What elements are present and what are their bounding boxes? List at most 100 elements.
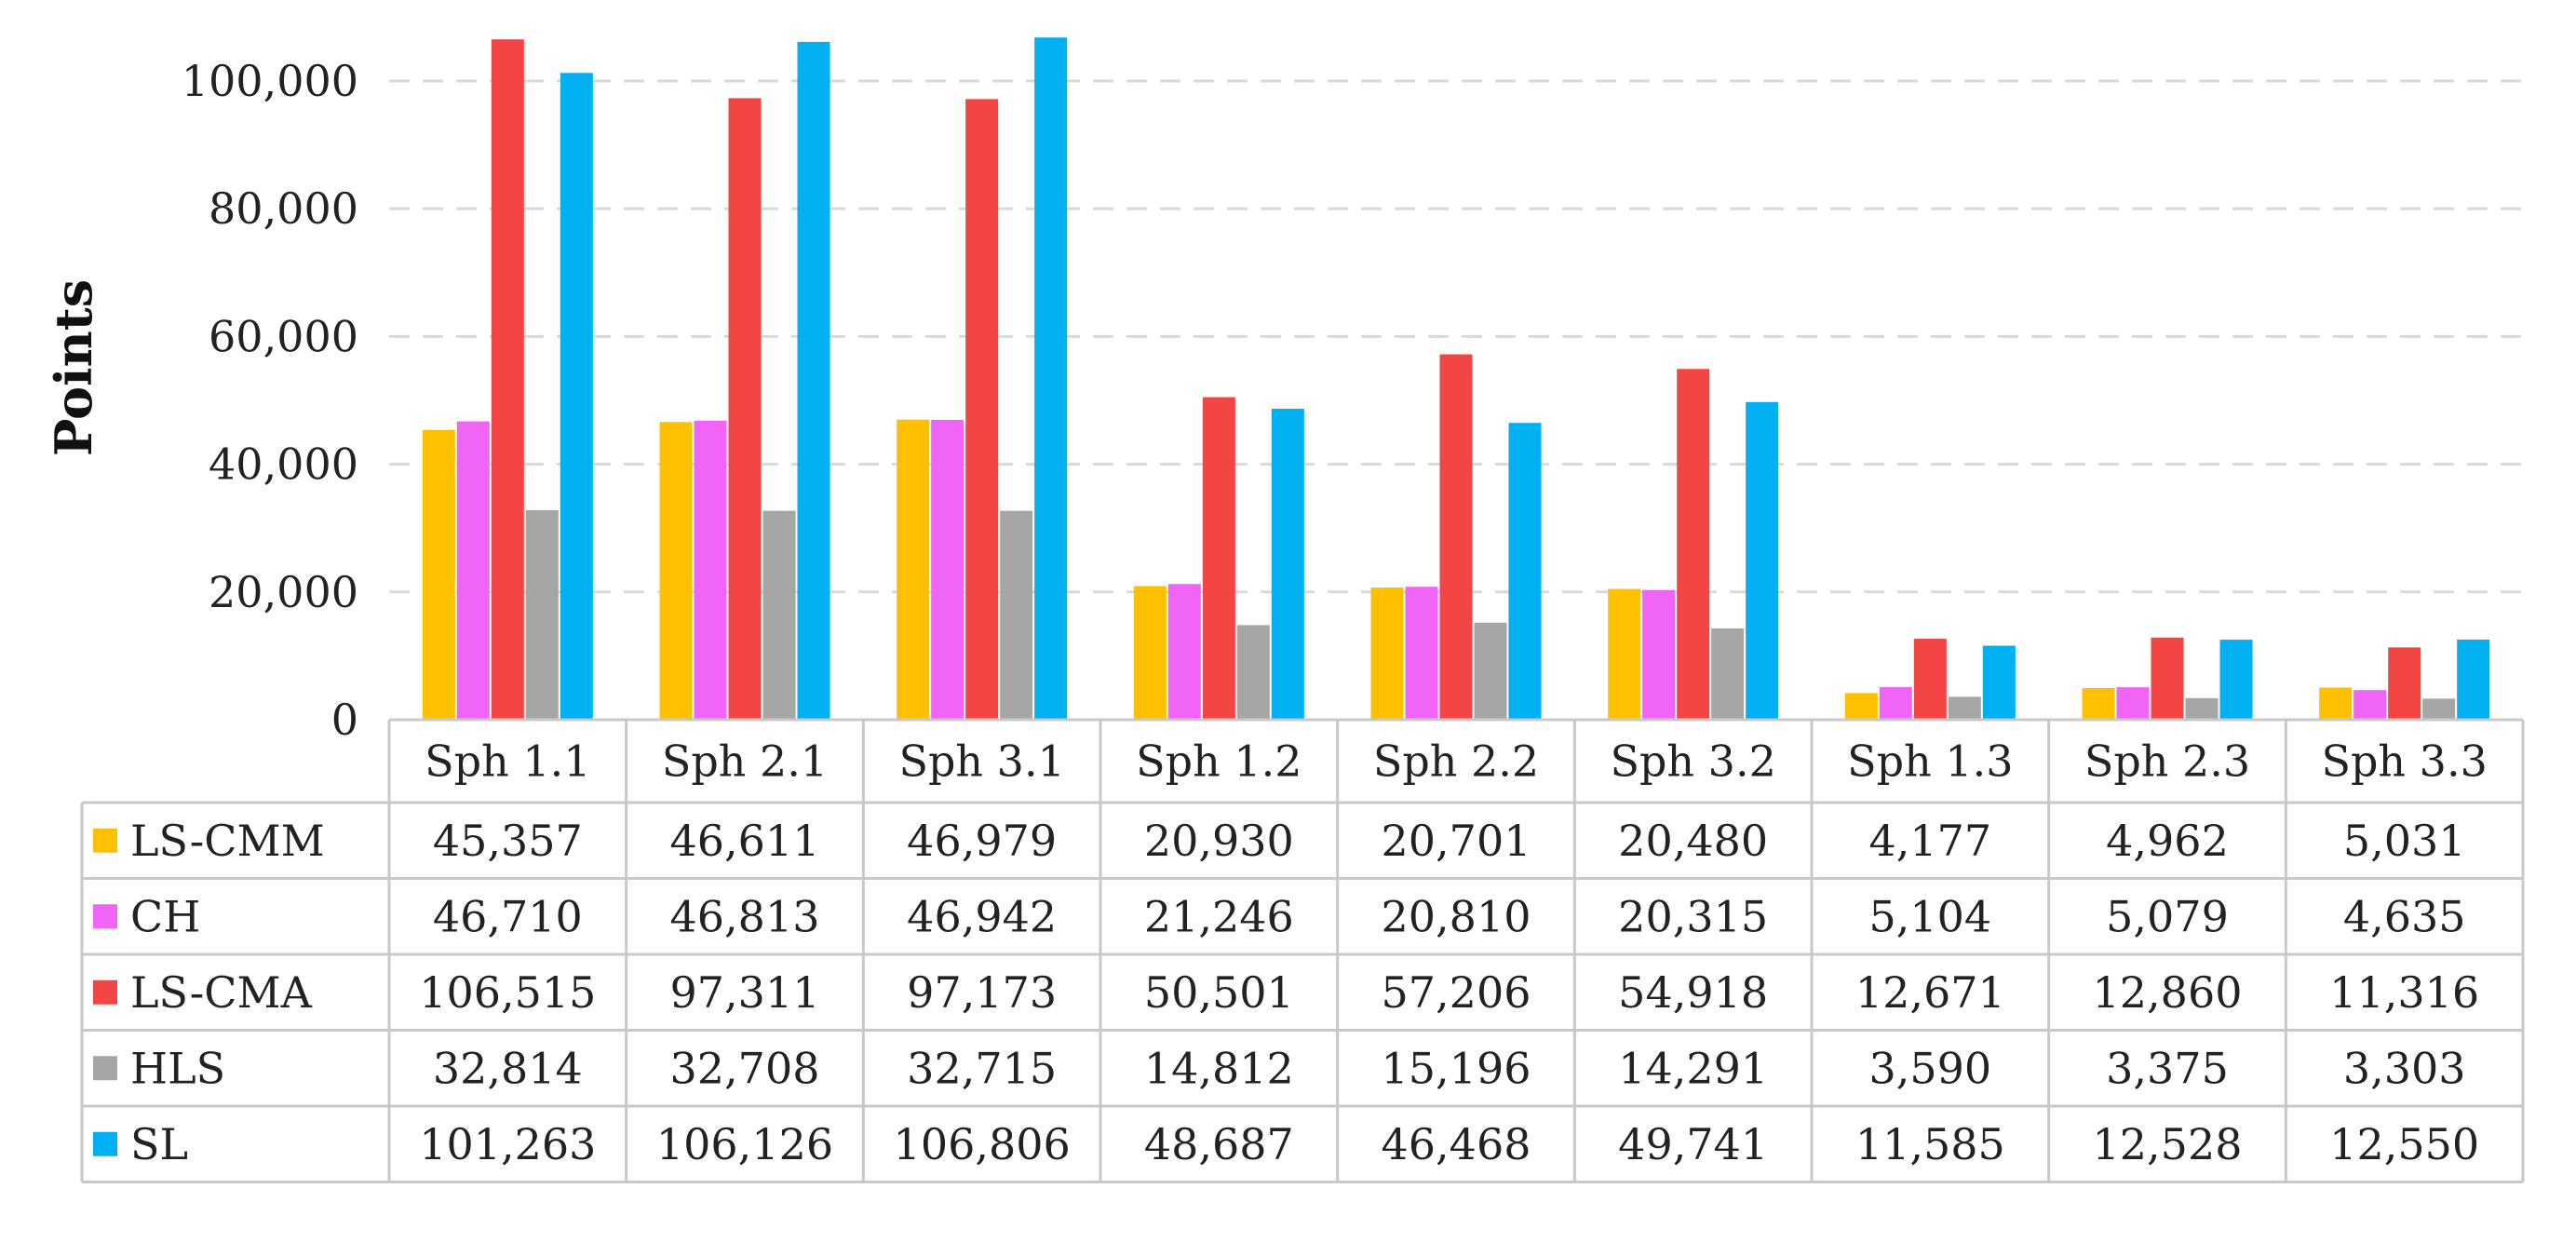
table-value: 46,979 (907, 816, 1057, 866)
bar-sl (1746, 401, 1779, 720)
bar-ch (1167, 584, 1201, 720)
bar-sl (2219, 640, 2253, 720)
bar-ls-cmm (1370, 587, 1404, 720)
y-tick-label: 80,000 (209, 183, 358, 234)
legend-swatch (93, 828, 117, 853)
category-label: Sph 3.2 (1610, 736, 1775, 787)
table-value: 57,206 (1382, 967, 1531, 1018)
table-value: 46,710 (433, 891, 583, 941)
bar-ch (2353, 690, 2387, 720)
table-value: 46,468 (1382, 1119, 1531, 1169)
series-name: LS-CMA (130, 967, 313, 1018)
bar-ls-cmm (659, 422, 693, 720)
bar-sl (1034, 37, 1068, 720)
bar-sl (1508, 423, 1542, 720)
bar-ls-cma (2151, 637, 2184, 720)
category-label: Sph 1.3 (1847, 736, 2013, 787)
bar-hls (762, 510, 796, 720)
table-value: 106,126 (656, 1119, 833, 1169)
bar-ls-cmm (1844, 693, 1878, 720)
y-tick-label: 60,000 (209, 311, 358, 361)
category-label: Sph 1.1 (425, 736, 590, 787)
legend-swatch (93, 904, 117, 929)
bar-ls-cma (1202, 397, 1235, 720)
category-label: Sph 3.1 (898, 736, 1064, 787)
category-label: Sph 3.3 (2321, 736, 2487, 787)
legend-swatch (93, 1131, 117, 1156)
bar-ls-cma (728, 98, 762, 721)
bar-ch (1642, 589, 1676, 720)
table-value: 54,918 (1618, 967, 1768, 1018)
table-value: 4,962 (2106, 816, 2229, 866)
table-value: 20,701 (1382, 816, 1531, 866)
table-value: 15,196 (1382, 1043, 1531, 1093)
bar-ls-cma (2388, 647, 2421, 720)
y-tick-label: 20,000 (209, 567, 358, 617)
table-value: 32,708 (670, 1043, 820, 1093)
bar-hls (525, 509, 559, 720)
bar-ls-cma (491, 39, 524, 720)
bar-sl (1982, 645, 2016, 720)
table-value: 46,942 (907, 891, 1057, 941)
legend-swatch (93, 979, 117, 1005)
bar-ch (456, 421, 490, 720)
bar-ls-cma (1913, 639, 1947, 720)
table-value: 12,550 (2329, 1119, 2479, 1169)
bar-ch (931, 419, 964, 720)
table-value: 20,315 (1618, 891, 1768, 941)
table-value: 106,515 (419, 967, 596, 1018)
bar-hls (1948, 696, 1981, 720)
table-value: 32,814 (433, 1043, 583, 1093)
y-axis-title: Points (44, 279, 103, 456)
series-name: CH (130, 891, 200, 941)
table-value: 12,671 (1855, 967, 2005, 1018)
bar-ls-cma (965, 99, 999, 721)
bar-ch (1405, 587, 1438, 720)
bar-hls (2422, 698, 2456, 720)
category-label: Sph 2.3 (2084, 736, 2250, 787)
table-value: 3,590 (1868, 1043, 1991, 1093)
y-tick-label: 40,000 (209, 439, 358, 490)
bar-hls (2185, 697, 2219, 720)
table-value: 48,687 (1144, 1119, 1294, 1169)
bar-ls-cmm (2082, 687, 2115, 720)
table-value: 21,246 (1144, 891, 1294, 941)
bar-hls (1474, 622, 1507, 720)
bar-sl (797, 41, 830, 720)
bar-ls-cma (1439, 354, 1473, 720)
y-axis: Points 0 20,000 40,000 60,000 80,000 100,000 (44, 56, 358, 745)
category-label: Sph 1.2 (1136, 736, 1301, 787)
table-value: 5,104 (1868, 891, 1991, 941)
table-value: 32,715 (907, 1043, 1057, 1093)
bar-sl (1271, 409, 1304, 720)
table-value: 11,316 (2329, 967, 2479, 1018)
legend-swatch (93, 1056, 117, 1081)
bar-sl (560, 73, 593, 721)
table-value: 14,291 (1618, 1043, 1768, 1093)
table-value: 20,810 (1382, 891, 1531, 941)
table-value: 46,611 (670, 816, 820, 866)
table-value: 12,528 (2093, 1119, 2243, 1169)
series-name: SL (130, 1119, 188, 1169)
bar-ls-cmm (1608, 588, 1641, 720)
bar-ls-cmm (2319, 687, 2353, 720)
table-value: 3,303 (2343, 1043, 2466, 1093)
table-value: 106,806 (894, 1119, 1071, 1169)
bar-hls (1711, 628, 1745, 720)
table-value: 4,635 (2343, 891, 2466, 941)
bar-ch (694, 420, 727, 720)
table-value: 46,813 (670, 891, 820, 941)
table-value: 20,930 (1144, 816, 1294, 866)
table-value: 3,375 (2106, 1043, 2229, 1093)
table-value: 50,501 (1144, 967, 1294, 1018)
series-name: HLS (130, 1043, 225, 1093)
bar-sl (2457, 639, 2490, 720)
bar-ls-cmm (422, 429, 455, 720)
table-value: 97,311 (670, 967, 820, 1018)
data-table: Sph 1.1 Sph 2.1 Sph 3.1 Sph 1.2 Sph 2.2 Sph 3… (80, 718, 2525, 1183)
series-name: LS-CMM (130, 816, 325, 866)
table-value: 20,480 (1618, 816, 1768, 866)
table-value: 4,177 (1868, 816, 1991, 866)
bar-ls-cmm (897, 419, 930, 720)
